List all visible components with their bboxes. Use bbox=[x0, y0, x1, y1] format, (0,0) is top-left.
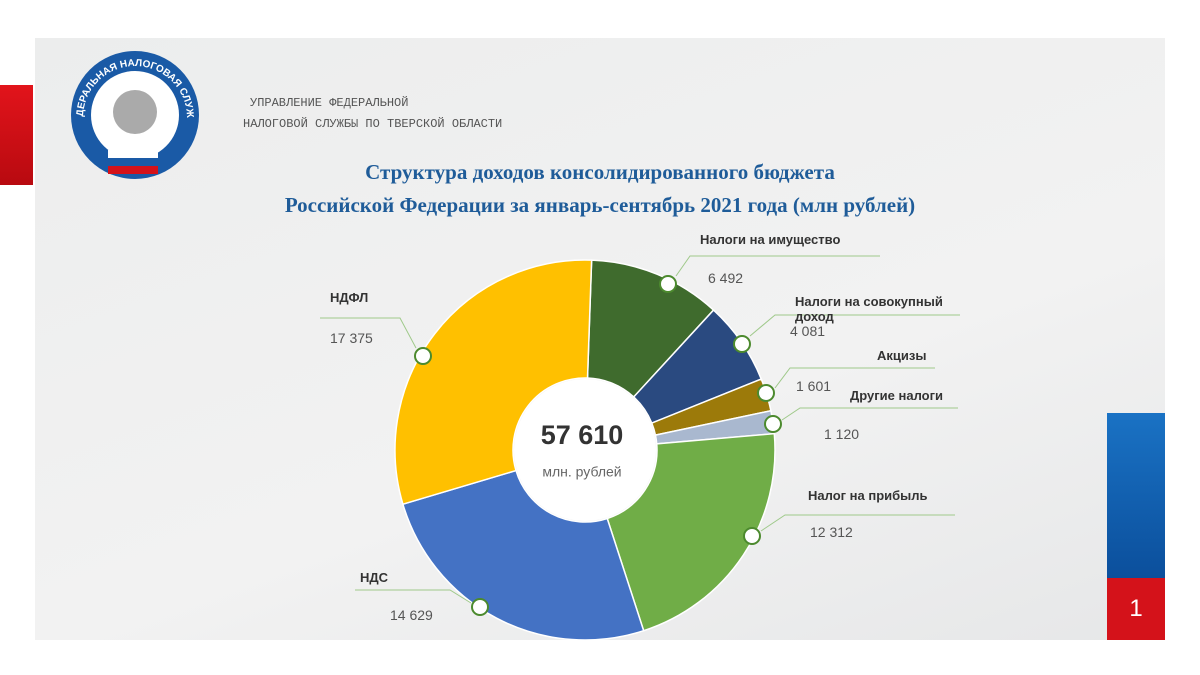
page-number: 1 bbox=[1107, 578, 1165, 640]
org-line: УПРАВЛЕНИЕ ФЕДЕРАЛЬНОЙ bbox=[250, 96, 409, 110]
blue-bar bbox=[1107, 413, 1165, 578]
leader-line bbox=[675, 255, 880, 277]
leader-line bbox=[774, 367, 935, 389]
value-label: 14 629 bbox=[390, 607, 433, 623]
leader-line bbox=[760, 514, 955, 532]
leader-line bbox=[320, 317, 417, 349]
chart-title: Структура доходов консолидированного бюд… bbox=[365, 160, 835, 184]
slice bbox=[606, 432, 776, 632]
marker bbox=[757, 384, 775, 402]
category-label: Налоги на совокупный доход bbox=[795, 294, 943, 324]
category-label: Другие налоги bbox=[850, 388, 944, 403]
value-label: 12 312 bbox=[810, 524, 853, 540]
leader-line bbox=[749, 314, 960, 337]
marker bbox=[659, 275, 677, 293]
marker bbox=[471, 598, 489, 616]
value-label: 1 120 bbox=[824, 426, 860, 442]
total: 57 610 bbox=[541, 420, 624, 450]
chart-title: Российской Федерации за январь-сентябрь … bbox=[284, 193, 916, 217]
marker bbox=[414, 347, 432, 365]
marker bbox=[743, 527, 761, 545]
org-line: НАЛОГОВОЙ СЛУЖБЫ ПО ТВЕРСКОЙ ОБЛАСТИ bbox=[243, 117, 503, 131]
slice bbox=[401, 469, 645, 641]
logo: ФЕДЕРАЛЬНАЯ НАЛОГОВАЯ СЛУЖБА bbox=[0, 0, 199, 179]
slice bbox=[394, 259, 593, 506]
value-label: 1 601 bbox=[796, 378, 832, 394]
total-unit: млн. рублей bbox=[542, 464, 621, 480]
leader-line bbox=[781, 407, 958, 421]
center-hole bbox=[514, 379, 656, 521]
category-label: Налог на прибыль bbox=[808, 488, 928, 503]
value-label: 6 492 bbox=[708, 270, 744, 286]
category-label: Акцизы bbox=[877, 348, 927, 363]
red-bar bbox=[0, 85, 33, 185]
value-label: 4 081 bbox=[790, 323, 826, 339]
category-label: НДФЛ bbox=[330, 290, 369, 305]
marker bbox=[733, 335, 751, 353]
category-label: НДС bbox=[360, 570, 389, 585]
value-label: 17 375 bbox=[330, 330, 373, 346]
category-label: Налоги на имущество bbox=[700, 232, 841, 247]
marker bbox=[764, 415, 782, 433]
leader-line bbox=[355, 589, 472, 604]
